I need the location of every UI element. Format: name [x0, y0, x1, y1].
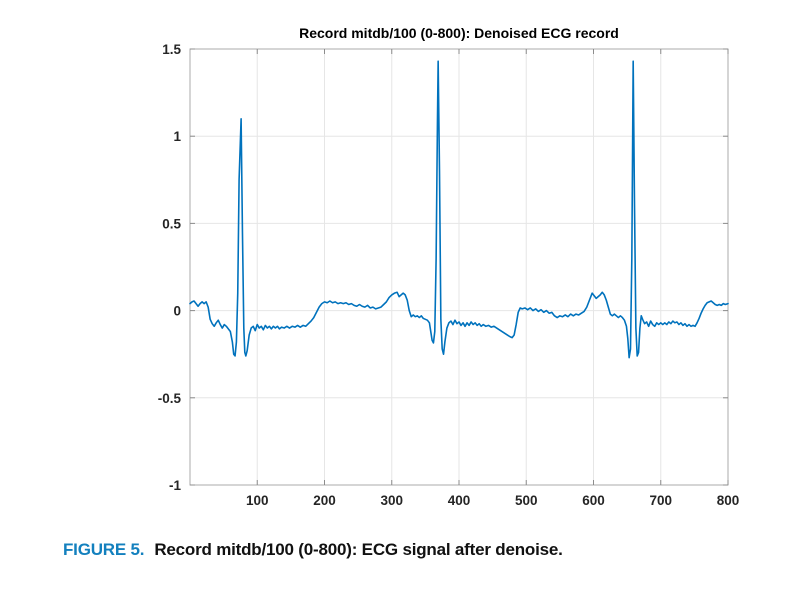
y-tick-label: -0.5 [158, 391, 182, 406]
y-tick-label: 1 [173, 129, 181, 144]
y-tick-label: 1.5 [162, 42, 181, 57]
figure-caption: FIGURE 5. Record mitdb/100 (0-800): ECG s… [63, 540, 763, 560]
y-tick-label: 0 [173, 304, 181, 319]
ecg-chart: 100 200 300 400 500 600 700 800 -1 -0.5 0 0.5 1 1.5 [158, 42, 740, 508]
ecg-trace [189, 60, 729, 359]
x-tick-label: 300 [380, 493, 403, 508]
x-tick-label: 200 [313, 493, 336, 508]
x-tick-label: 700 [649, 493, 672, 508]
x-tick-label: 400 [448, 493, 471, 508]
figure-caption-label: FIGURE 5. [63, 540, 145, 559]
y-tick-label: 0.5 [162, 216, 181, 231]
x-tick-label: 100 [246, 493, 269, 508]
x-tick-label: 800 [717, 493, 740, 508]
figure-caption-text: Record mitdb/100 (0-800): ECG signal aft… [154, 540, 563, 559]
x-tick-label: 500 [515, 493, 538, 508]
chart-title: Record mitdb/100 (0-800): Denoised ECG r… [299, 25, 619, 41]
y-tick-label: -1 [169, 478, 181, 493]
x-tick-label: 600 [582, 493, 605, 508]
